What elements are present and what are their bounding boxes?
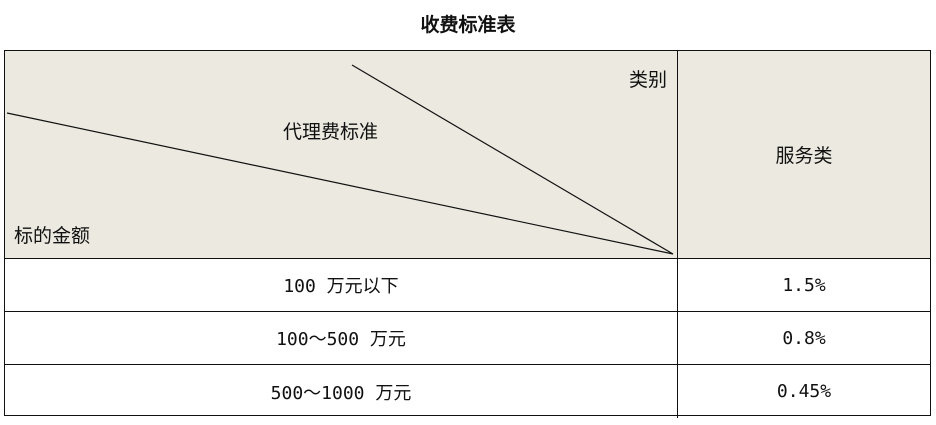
- service-header: 服务类: [678, 51, 930, 259]
- table-row: 100 万元以下 1.5%: [5, 259, 930, 312]
- amount-cell: 100 万元以下: [5, 259, 678, 311]
- page-title: 收费标准表: [420, 14, 516, 36]
- category-label: 类别: [628, 69, 667, 91]
- amount-label: 标的金额: [14, 225, 91, 247]
- rate-cell: 1.5%: [782, 274, 826, 296]
- fee-table: 类别 代理费标准 标的金额 服务类 100 万元以下 1.5% 100～500 …: [4, 50, 931, 418]
- standard-label: 代理费标准: [283, 121, 379, 143]
- rate-cell: 0.8%: [782, 327, 826, 349]
- table-row: 100～500 万元 0.8%: [5, 312, 930, 365]
- rate-cell: 0.45%: [776, 381, 832, 402]
- table-row: 500～1000 万元 0.45%: [5, 365, 930, 418]
- diagonal-header-cell: 类别 代理费标准 标的金额: [5, 51, 678, 259]
- diagonal-lines: [6, 64, 674, 255]
- amount-cell: 500～1000 万元: [5, 365, 678, 418]
- amount-cell: 100～500 万元: [5, 312, 678, 364]
